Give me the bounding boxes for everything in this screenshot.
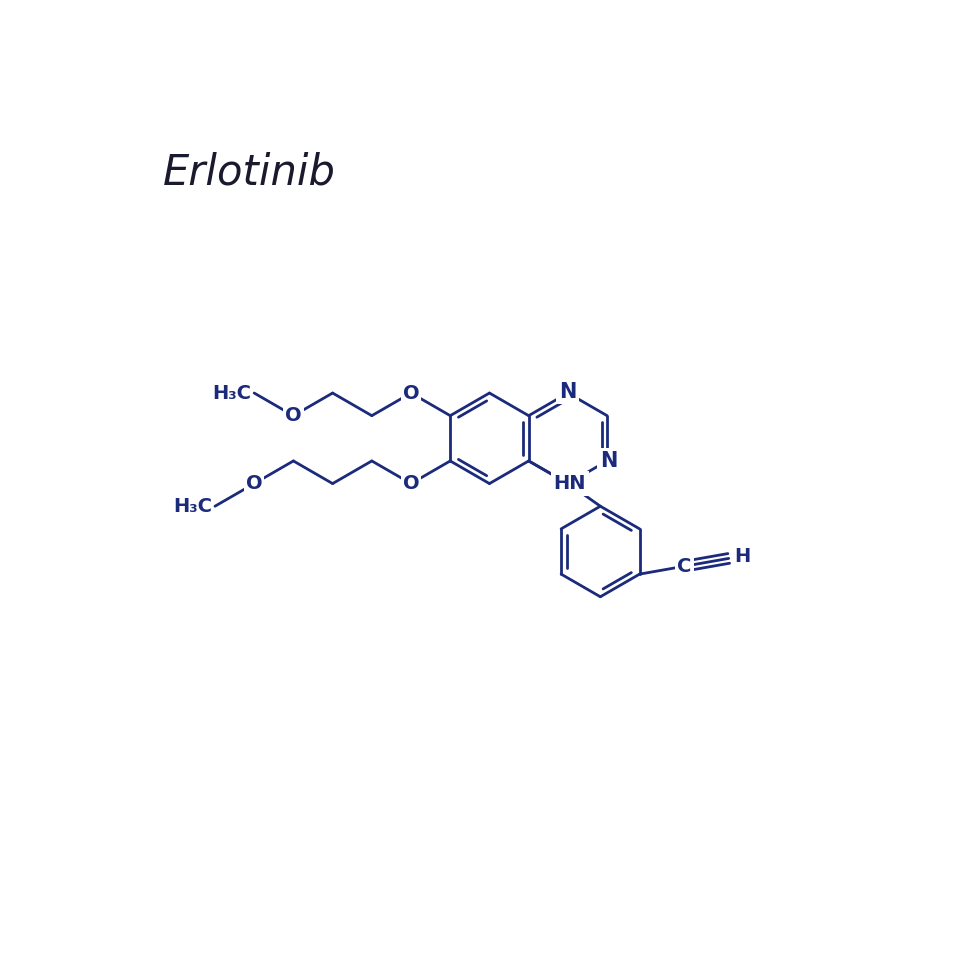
Text: H₃C: H₃C <box>213 383 251 403</box>
Text: C: C <box>677 557 691 576</box>
Text: H₃C: H₃C <box>172 497 212 515</box>
Text: O: O <box>285 406 302 425</box>
Text: H: H <box>734 548 751 566</box>
Text: O: O <box>403 474 419 493</box>
Text: N: N <box>600 451 617 471</box>
Text: O: O <box>403 383 419 403</box>
Text: Erlotinib: Erlotinib <box>163 152 335 194</box>
Text: HN: HN <box>554 474 586 493</box>
Text: N: N <box>560 381 576 402</box>
Text: O: O <box>246 474 263 493</box>
